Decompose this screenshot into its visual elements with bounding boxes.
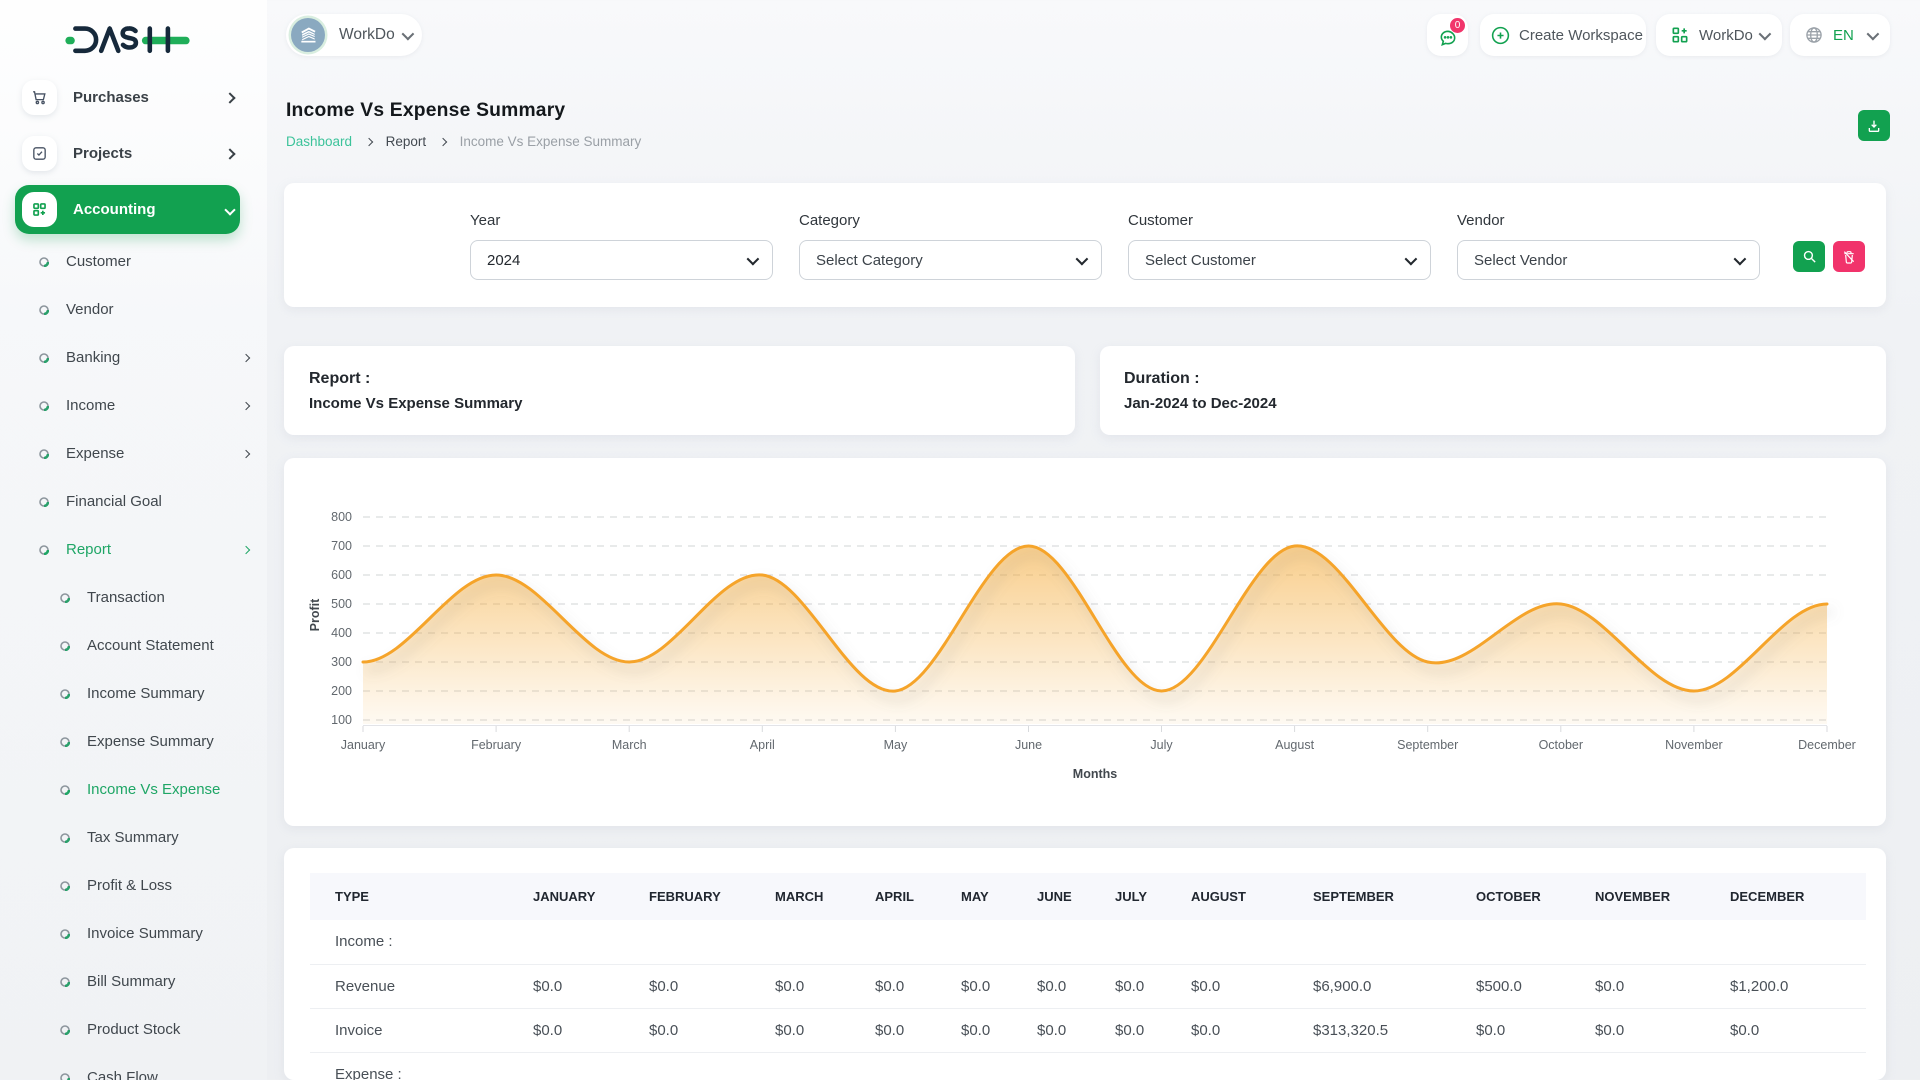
svg-text:500: 500 <box>331 597 352 611</box>
svg-text:200: 200 <box>331 684 352 698</box>
svg-text:August: August <box>1275 738 1314 752</box>
svg-text:800: 800 <box>331 510 352 524</box>
svg-text:December: December <box>1798 738 1856 752</box>
svg-text:October: October <box>1539 738 1583 752</box>
svg-text:300: 300 <box>331 655 352 669</box>
svg-text:400: 400 <box>331 626 352 640</box>
svg-text:February: February <box>471 738 522 752</box>
svg-text:Profit: Profit <box>308 598 322 631</box>
svg-text:100: 100 <box>331 713 352 727</box>
svg-text:700: 700 <box>331 539 352 553</box>
svg-text:April: April <box>750 738 775 752</box>
svg-text:January: January <box>341 738 386 752</box>
svg-text:November: November <box>1665 738 1723 752</box>
svg-text:600: 600 <box>331 568 352 582</box>
svg-text:Months: Months <box>1073 767 1117 781</box>
svg-text:May: May <box>884 738 908 752</box>
svg-text:June: June <box>1015 738 1042 752</box>
svg-text:July: July <box>1150 738 1173 752</box>
svg-text:March: March <box>612 738 647 752</box>
svg-text:September: September <box>1397 738 1458 752</box>
